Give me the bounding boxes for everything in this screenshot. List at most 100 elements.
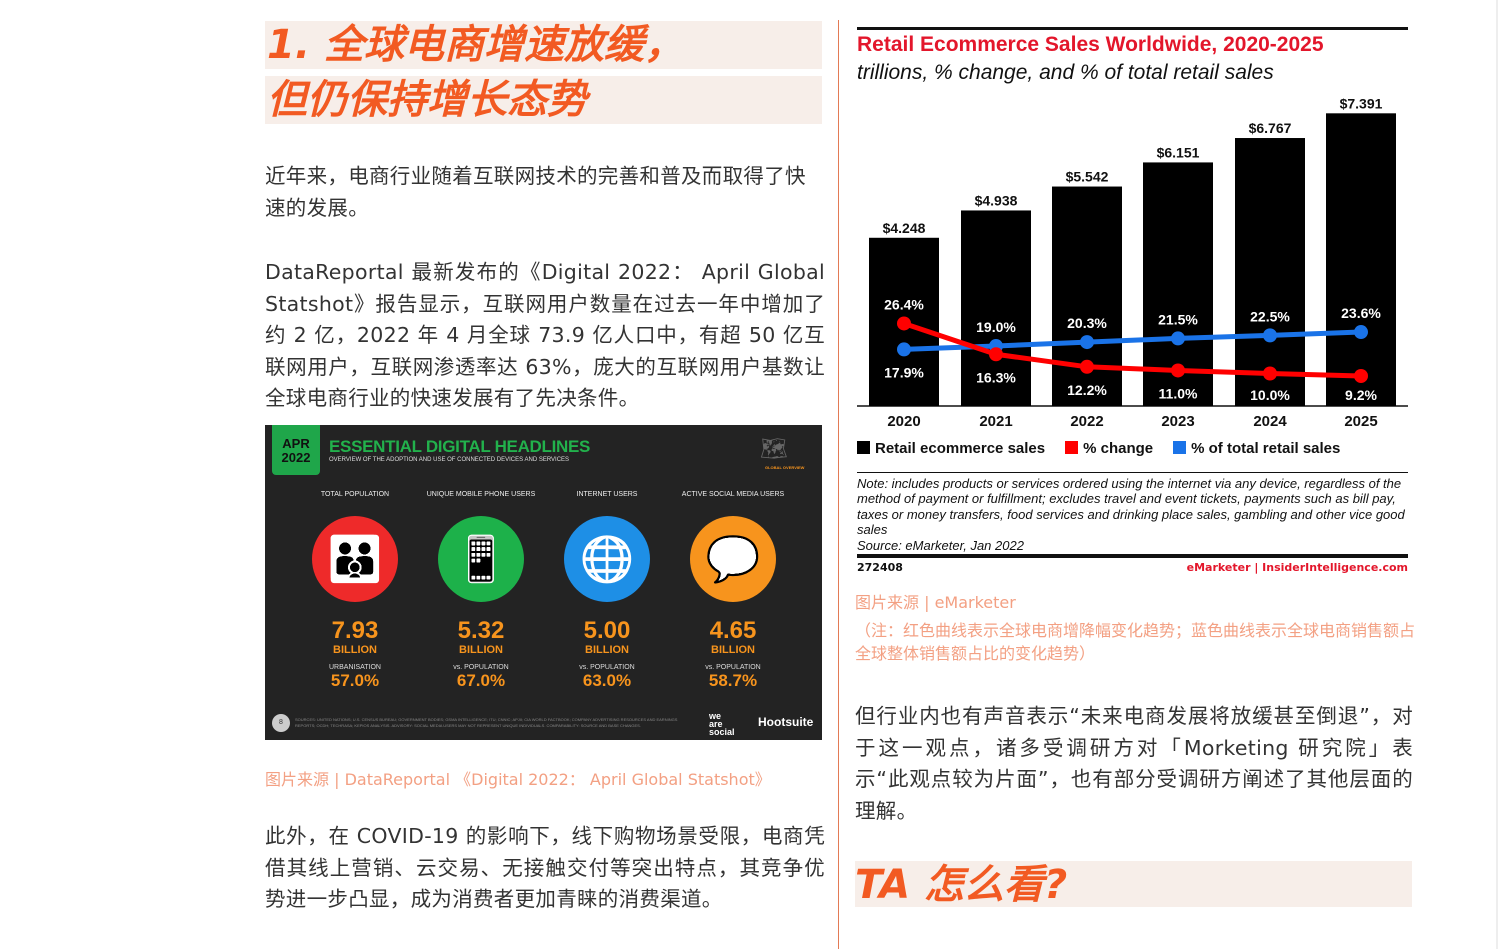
line-point [1354,368,1368,383]
section-heading-line1: 1. 全球电商增速放缓， [265,21,822,69]
page-edge [1496,0,1498,949]
line-point [1171,331,1185,346]
stat-2: INTERNET USERS 🌐 5.00 BILLION vs. POPULA… [552,490,662,691]
stat-sub-value: 67.0% [456,671,506,690]
line-label: 16.3% [976,369,1016,385]
bar-label: $6.767 [1249,120,1292,136]
bar-label: $4.938 [975,192,1018,208]
chart-subtitle: trillions, % change, and % of total reta… [857,61,1274,84]
bar-2021 [961,210,1031,406]
bar-2025 [1326,113,1396,406]
stat-label: INTERNET USERS [576,491,638,498]
chart-top-rule [857,27,1408,30]
we-are-social-logo: we are social [709,711,735,737]
legend-change: % change [1065,440,1153,457]
stat-value: 4.65 [709,617,757,644]
world-map-icon: 🗺 [760,436,788,461]
stat-sub-value: 63.0% [582,671,632,690]
stat-sub-value: 58.7% [708,671,758,690]
stat-value: 5.32 [457,617,505,644]
page-number: 8 [272,714,290,732]
stat-value: 7.93 [331,617,379,644]
stat-sub-value: 57.0% [330,671,380,690]
line-label: 12.2% [1067,382,1107,398]
stat-unit: BILLION [711,644,755,656]
line-pct-change [903,321,1362,379]
line-label: 22.5% [1250,308,1290,324]
bar-2024 [1235,138,1305,406]
stat-1: UNIQUE MOBILE PHONE USERS 📱 5.32 BILLION… [426,490,536,691]
phone-icon: 📱 [438,516,524,602]
bar-label: $4.248 [883,220,926,236]
paragraph-opinions: 但行业内也有声音表示“未来电商发展将放缓甚至倒退”，对于这一观点，诸多受调研方对… [855,704,1413,823]
infographic-subtitle: OVERVIEW OF THE ADOPTION AND USE OF CONN… [329,457,570,463]
line-point [1263,366,1277,381]
stat-unit: BILLION [333,644,377,656]
stat-unit: BILLION [585,644,629,656]
chart-note: Note: includes products or services orde… [857,476,1405,553]
stat-sub-label: vs. POPULATION [453,664,509,671]
chat-icon: 💬 [690,516,776,602]
global-overview-label: GLOBAL OVERVIEW [765,465,805,470]
section-heading-ta: TA 怎么看? [855,861,1412,908]
stat-0: TOTAL POPULATION 👪 7.93 BILLION URBANISA… [300,490,410,691]
line-point [1080,359,1094,374]
line-label: 23.6% [1341,305,1381,321]
bar-label: $6.151 [1157,144,1200,160]
line-label: 10.0% [1250,387,1290,403]
image-caption: 图片来源 | DataReportal 《Digital 2022： April… [265,770,771,789]
line-point [1080,335,1094,350]
line-point [1263,328,1277,343]
ecommerce-sales-chart: $4.248 2020 $4.938 2021 $5.542 2022 $6.151 2023… [857,95,1408,430]
bar-label: $7.391 [1340,95,1383,111]
stat-value: 5.00 [583,617,631,644]
x-tick-label: 2020 [887,413,920,430]
paragraph-datareportal: DataReportal 最新发布的《Digital 2022： April G… [265,260,825,410]
date-badge: APR 2022 [272,425,320,475]
chart-caption: 图片来源 | eMarketer [855,593,1016,612]
stat-label: UNIQUE MOBILE PHONE USERS [426,491,536,498]
column-divider [838,20,839,949]
stat-sub-label: vs. POPULATION [705,664,761,671]
paragraph-intro: 近年来，电商行业随着互联网技术的完善和普及而取得了快速的发展。 [265,164,806,220]
line-point [1171,363,1185,378]
chart-legend: Retail ecommerce sales % change % of tot… [857,440,1340,457]
stat-label: TOTAL POPULATION [320,491,390,498]
line-point [897,342,911,357]
stat-3: ACTIVE SOCIAL MEDIA USERS 💬 4.65 BILLION… [678,490,788,691]
chart-caption-note: （注：红色曲线表示全球电商增降幅变化趋势；蓝色曲线表示全球电商销售额占全球整体销… [855,621,1416,663]
infographic-title: ESSENTIAL DIGITAL HEADLINES [329,437,591,456]
footer-rule [857,554,1408,558]
line-label: 17.9% [884,364,924,380]
x-tick-label: 2023 [1161,413,1194,430]
section-heading-line2: 但仍保持增长态势 [265,76,822,124]
paragraph-covid: 此外，在 COVID-19 的影响下，线下购物场景受限，电商凭借其线上营销、云交… [265,824,825,911]
bar-label: $5.542 [1066,169,1109,185]
chart-id: 272408 [857,561,903,574]
stat-unit: BILLION [459,644,503,656]
line-point [897,316,911,331]
legend-share: % of total retail sales [1173,440,1340,457]
hootsuite-logo: Hootsuite [758,715,814,729]
x-tick-label: 2022 [1070,413,1103,430]
x-tick-label: 2021 [979,413,1012,430]
sources-text: SOURCES: UNITED NATIONS; U.S. CENSUS BUR… [295,717,678,728]
globe-icon: 🌐 [564,516,650,602]
note-rule [857,472,1408,473]
digital-headlines-infographic: APR 2022 ESSENTIAL DIGITAL HEADLINES OVER… [265,425,822,740]
stat-label: ACTIVE SOCIAL MEDIA USERS [681,491,785,498]
x-tick-label: 2024 [1253,413,1287,430]
line-label: 21.5% [1158,311,1198,327]
line-point [1354,325,1368,340]
line-label: 19.0% [976,319,1016,335]
legend-sales: Retail ecommerce sales [857,440,1045,457]
line-label: 11.0% [1159,385,1198,401]
x-tick-label: 2025 [1344,413,1377,430]
chart-brand: eMarketer | InsiderIntelligence.com [1186,561,1408,574]
line-point [989,347,1003,362]
people-icon: 👪 [312,516,398,602]
chart-title: Retail Ecommerce Sales Worldwide, 2020-2… [857,33,1324,56]
line-label: 20.3% [1067,315,1107,331]
stat-sub-label: URBANISATION [329,664,381,671]
line-label: 9.2% [1345,387,1377,403]
